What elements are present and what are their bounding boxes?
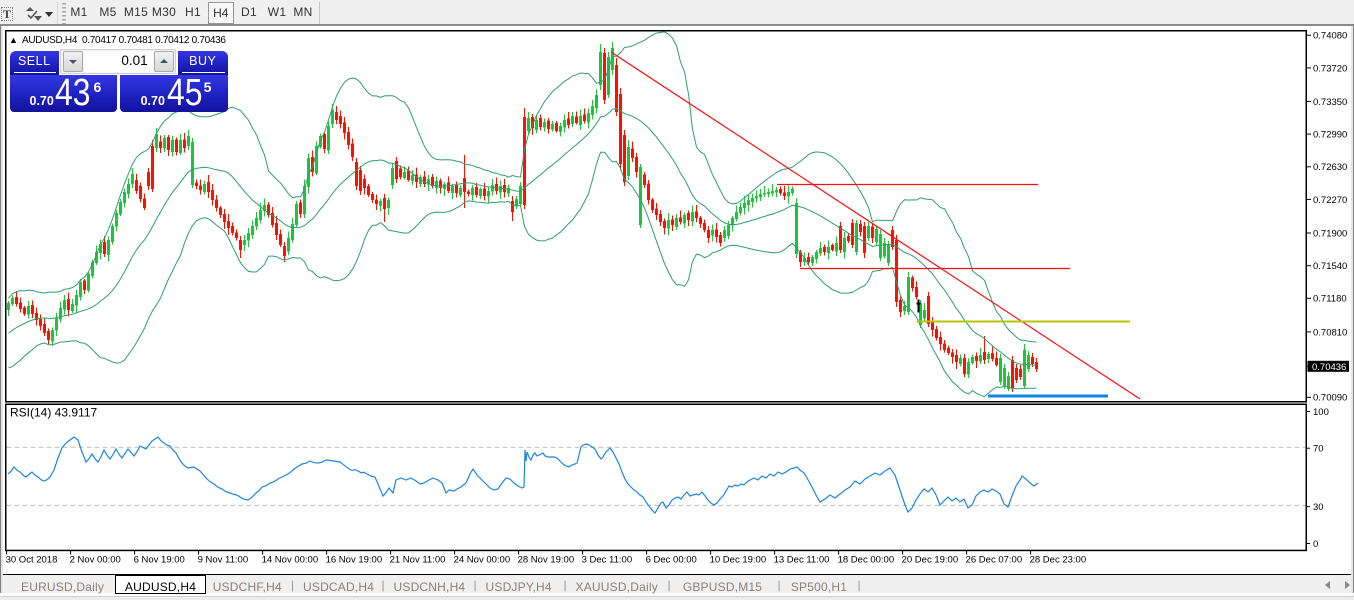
- svg-text:21 Nov 11:00: 21 Nov 11:00: [390, 555, 446, 566]
- svg-text:RSI(14) 43.9117: RSI(14) 43.9117: [10, 406, 97, 420]
- svg-text:28 Nov 19:00: 28 Nov 19:00: [518, 555, 575, 566]
- svg-text:0: 0: [1313, 539, 1318, 550]
- svg-text:3 Dec 11:00: 3 Dec 11:00: [582, 555, 633, 566]
- svg-text:0.70090: 0.70090: [1313, 393, 1347, 404]
- svg-text:13 Dec 11:00: 13 Dec 11:00: [774, 555, 830, 566]
- svg-text:0.70436: 0.70436: [1312, 362, 1346, 373]
- svg-text:28 Dec 23:00: 28 Dec 23:00: [1030, 555, 1087, 566]
- svg-text:0.74080: 0.74080: [1313, 31, 1347, 42]
- svg-text:2 Nov 00:00: 2 Nov 00:00: [70, 555, 121, 566]
- svg-text:24 Nov 00:00: 24 Nov 00:00: [454, 555, 511, 566]
- svg-text:0.70810: 0.70810: [1313, 327, 1347, 338]
- svg-text:30: 30: [1313, 502, 1324, 513]
- svg-text:70: 70: [1313, 444, 1324, 455]
- svg-text:6 Dec 00:00: 6 Dec 00:00: [646, 555, 697, 566]
- svg-text:26 Dec 07:00: 26 Dec 07:00: [966, 555, 1023, 566]
- svg-text:0.72630: 0.72630: [1313, 162, 1347, 173]
- svg-text:0.71180: 0.71180: [1313, 294, 1347, 305]
- svg-text:0.71540: 0.71540: [1313, 261, 1347, 272]
- svg-text:0.71900: 0.71900: [1313, 228, 1347, 239]
- svg-text:14 Nov 00:00: 14 Nov 00:00: [262, 555, 319, 566]
- svg-text:10 Dec 19:00: 10 Dec 19:00: [710, 555, 767, 566]
- svg-text:100: 100: [1313, 407, 1329, 418]
- svg-text:16 Nov 19:00: 16 Nov 19:00: [326, 555, 383, 566]
- svg-text:9 Nov 11:00: 9 Nov 11:00: [198, 555, 249, 566]
- svg-text:20 Dec 19:00: 20 Dec 19:00: [902, 555, 959, 566]
- svg-text:6 Nov 19:00: 6 Nov 19:00: [134, 555, 185, 566]
- svg-text:0.73350: 0.73350: [1313, 97, 1347, 108]
- svg-text:0.72270: 0.72270: [1313, 195, 1347, 206]
- svg-text:0.73720: 0.73720: [1313, 63, 1347, 74]
- svg-text:0.72990: 0.72990: [1313, 130, 1347, 141]
- svg-text:18 Dec 00:00: 18 Dec 00:00: [838, 555, 895, 566]
- svg-text:30 Oct 2018: 30 Oct 2018: [6, 555, 58, 566]
